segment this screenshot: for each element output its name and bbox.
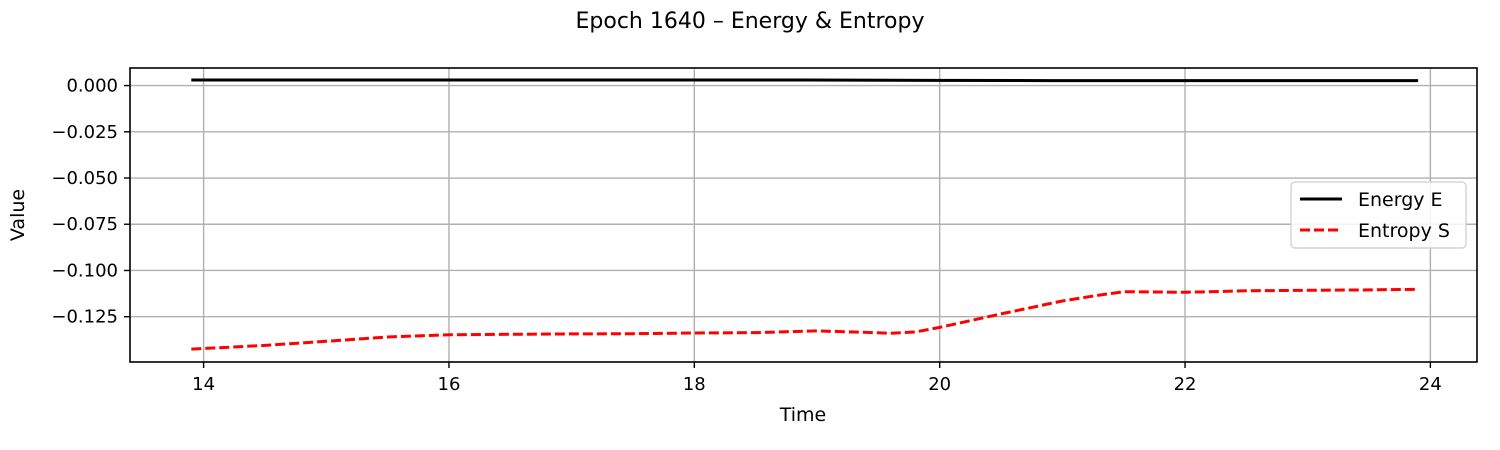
- legend-label-energy: Energy E: [1358, 189, 1443, 211]
- x-axis-label: Time: [779, 404, 827, 426]
- legend: Energy E Entropy S: [1290, 181, 1467, 249]
- y-tick-label: −0.100: [51, 260, 118, 281]
- y-tick-label: −0.075: [51, 214, 118, 235]
- y-tick-label: −0.125: [51, 307, 118, 328]
- legend-label-entropy: Entropy S: [1358, 220, 1450, 242]
- y-axis-label: Value: [7, 189, 29, 241]
- series-line-entropy: [191, 287, 1419, 351]
- x-tick-label: 14: [192, 374, 215, 395]
- x-tick-label: 24: [1419, 374, 1442, 395]
- y-tick-label: −0.025: [51, 122, 118, 143]
- y-tick-label: 0.000: [66, 76, 118, 97]
- y-axis-ticks: 0.000 −0.025 −0.050 −0.075 −0.100 −0.125: [51, 76, 130, 328]
- x-tick-label: 22: [1174, 374, 1197, 395]
- series-lines: [191, 78, 1419, 351]
- x-tick-label: 16: [438, 374, 461, 395]
- series-line-energy: [191, 78, 1419, 83]
- x-axis-ticks: 14 16 18 20 22 24: [192, 362, 1442, 395]
- x-tick-label: 20: [928, 374, 951, 395]
- grid-lines: [130, 68, 1477, 362]
- plot-frame: [129, 67, 1478, 363]
- chart-title: Epoch 1640 – Energy & Entropy: [576, 9, 925, 34]
- y-tick-label: −0.050: [51, 168, 118, 189]
- x-tick-label: 18: [683, 374, 706, 395]
